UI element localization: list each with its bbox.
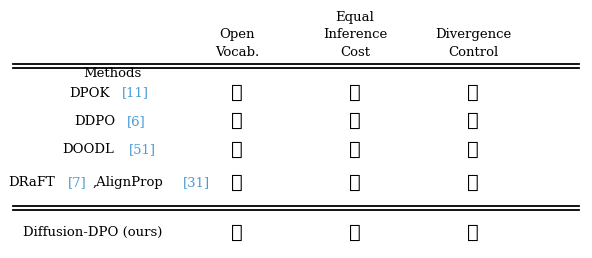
Text: Divergence: Divergence bbox=[435, 28, 511, 41]
Text: ✓: ✓ bbox=[231, 174, 243, 192]
Text: Methods: Methods bbox=[84, 67, 142, 79]
Text: ✗: ✗ bbox=[467, 141, 479, 158]
Text: Diffusion-DPO (ours): Diffusion-DPO (ours) bbox=[23, 227, 163, 239]
Text: Equal: Equal bbox=[336, 11, 375, 24]
Text: DDPO: DDPO bbox=[75, 115, 115, 128]
Text: ✓: ✓ bbox=[349, 174, 361, 192]
Text: Vocab.: Vocab. bbox=[215, 45, 259, 59]
Text: ✗: ✗ bbox=[231, 84, 243, 102]
Text: [6]: [6] bbox=[127, 115, 146, 128]
Text: Cost: Cost bbox=[340, 45, 370, 59]
Text: ,AlignProp: ,AlignProp bbox=[92, 176, 163, 189]
Text: [11]: [11] bbox=[121, 87, 149, 100]
Text: ✗: ✗ bbox=[467, 112, 479, 130]
Text: ✓: ✓ bbox=[231, 141, 243, 158]
Text: ✓: ✓ bbox=[467, 224, 479, 242]
Text: [51]: [51] bbox=[129, 143, 156, 156]
Text: DPOK: DPOK bbox=[69, 87, 110, 100]
Text: ✗: ✗ bbox=[467, 174, 479, 192]
Text: Inference: Inference bbox=[323, 28, 387, 41]
Text: ✗: ✗ bbox=[231, 112, 243, 130]
Text: ✗: ✗ bbox=[349, 141, 361, 158]
Text: [31]: [31] bbox=[183, 176, 210, 189]
Text: ✓: ✓ bbox=[349, 112, 361, 130]
Text: DOODL: DOODL bbox=[62, 143, 114, 156]
Text: ✓: ✓ bbox=[349, 84, 361, 102]
Text: ✓: ✓ bbox=[231, 224, 243, 242]
Text: ✓: ✓ bbox=[349, 224, 361, 242]
Text: Control: Control bbox=[448, 45, 498, 59]
Text: ✓: ✓ bbox=[467, 84, 479, 102]
Text: DRaFT: DRaFT bbox=[8, 176, 54, 189]
Text: [7]: [7] bbox=[68, 176, 86, 189]
Text: Open: Open bbox=[219, 28, 255, 41]
